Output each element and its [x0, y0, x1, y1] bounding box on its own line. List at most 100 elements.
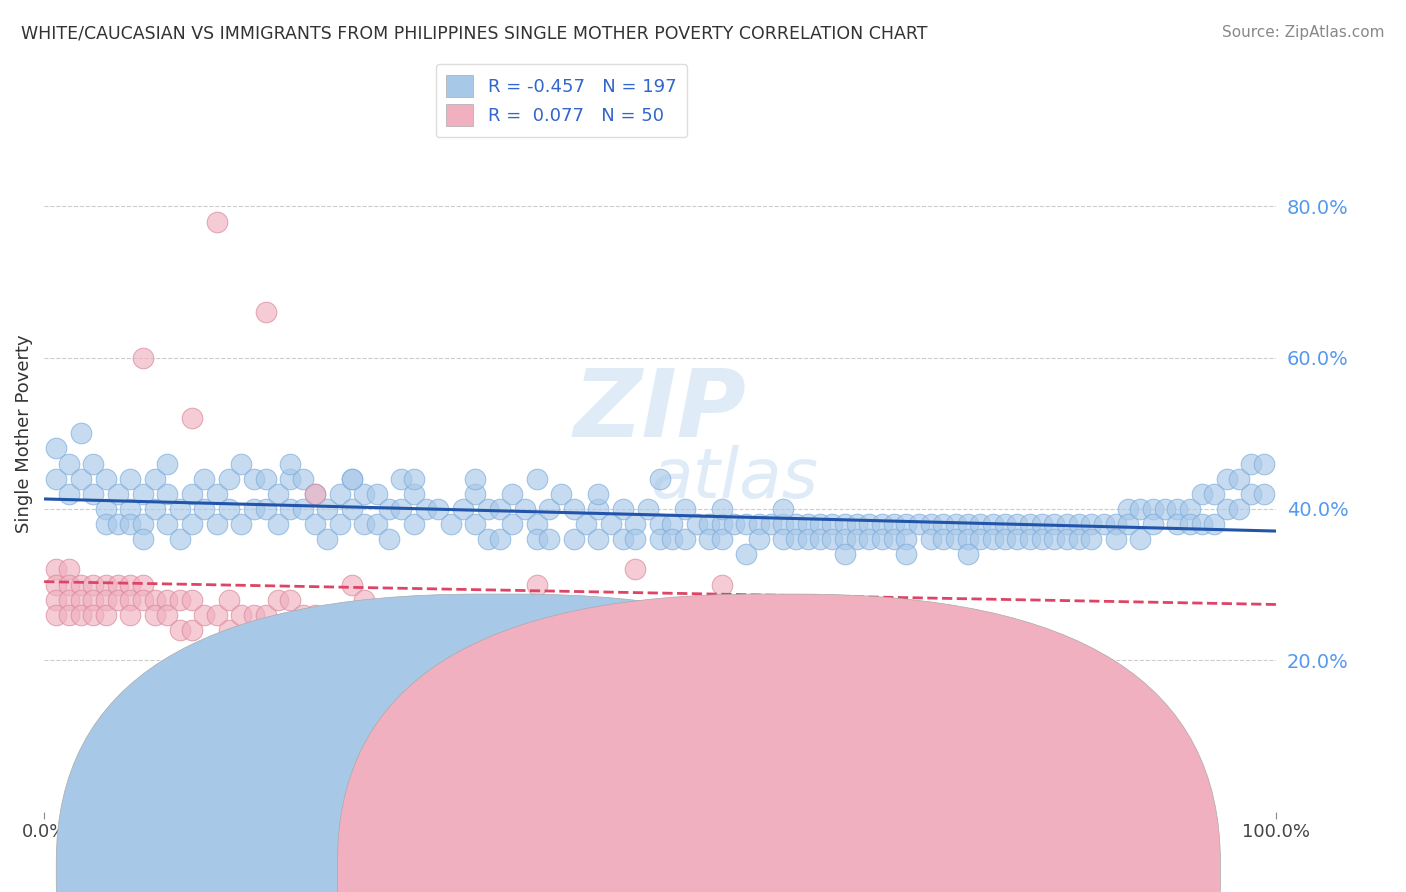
Point — [1227, 472, 1250, 486]
Text: Whites/Caucasians: Whites/Caucasians — [524, 863, 682, 880]
Point — [267, 592, 290, 607]
Point — [120, 577, 142, 591]
Point — [1215, 472, 1237, 486]
Point — [280, 472, 302, 486]
Point — [969, 533, 991, 547]
Point — [932, 533, 955, 547]
Point — [1191, 487, 1213, 501]
Point — [378, 623, 401, 637]
Point — [797, 533, 820, 547]
Point — [94, 607, 117, 622]
Text: Immigrants from Philippines: Immigrants from Philippines — [806, 863, 1040, 880]
Point — [280, 502, 302, 516]
Point — [107, 592, 129, 607]
Point — [254, 607, 277, 622]
Point — [785, 533, 807, 547]
Point — [1056, 533, 1078, 547]
Point — [846, 533, 869, 547]
Point — [883, 517, 905, 532]
Point — [673, 502, 696, 516]
Point — [439, 517, 461, 532]
Point — [156, 487, 179, 501]
Point — [956, 547, 979, 561]
Point — [389, 502, 412, 516]
Point — [316, 533, 339, 547]
Point — [1116, 502, 1139, 516]
Point — [340, 472, 363, 486]
Point — [821, 517, 844, 532]
Point — [526, 533, 548, 547]
Point — [1018, 517, 1040, 532]
Point — [1116, 517, 1139, 532]
Point — [1105, 517, 1128, 532]
Point — [477, 533, 499, 547]
Point — [70, 577, 93, 591]
Point — [107, 577, 129, 591]
Point — [218, 592, 240, 607]
Point — [242, 502, 264, 516]
Point — [1240, 487, 1263, 501]
Point — [181, 411, 204, 425]
Point — [58, 592, 80, 607]
Point — [489, 533, 512, 547]
Point — [366, 517, 388, 532]
Point — [107, 487, 129, 501]
Point — [304, 607, 326, 622]
Point — [834, 533, 856, 547]
Point — [94, 502, 117, 516]
Point — [169, 623, 191, 637]
Text: Source: ZipAtlas.com: Source: ZipAtlas.com — [1222, 25, 1385, 40]
Point — [231, 457, 253, 471]
Point — [772, 502, 794, 516]
Point — [340, 472, 363, 486]
Point — [464, 638, 486, 652]
Point — [588, 502, 610, 516]
Point — [834, 547, 856, 561]
Point — [759, 517, 782, 532]
Point — [821, 533, 844, 547]
Point — [562, 533, 585, 547]
Point — [723, 517, 745, 532]
Point — [808, 517, 831, 532]
Point — [304, 517, 326, 532]
Point — [131, 517, 153, 532]
Point — [231, 517, 253, 532]
Point — [218, 623, 240, 637]
Point — [120, 517, 142, 532]
Point — [710, 502, 733, 516]
Point — [267, 487, 290, 501]
Point — [896, 533, 918, 547]
Point — [415, 502, 437, 516]
Point — [169, 502, 191, 516]
Point — [1043, 517, 1066, 532]
Point — [588, 487, 610, 501]
Point — [599, 517, 621, 532]
Point — [1067, 517, 1090, 532]
Point — [205, 517, 228, 532]
Point — [205, 487, 228, 501]
Point — [1227, 502, 1250, 516]
Point — [193, 502, 215, 516]
Point — [58, 487, 80, 501]
Point — [291, 607, 314, 622]
Point — [254, 502, 277, 516]
Point — [340, 502, 363, 516]
Point — [870, 533, 893, 547]
Point — [291, 472, 314, 486]
Point — [193, 607, 215, 622]
Point — [1031, 517, 1053, 532]
Point — [1154, 502, 1177, 516]
Point — [673, 533, 696, 547]
Point — [366, 607, 388, 622]
Point — [538, 533, 561, 547]
Point — [1166, 517, 1188, 532]
Point — [280, 592, 302, 607]
Point — [710, 517, 733, 532]
Point — [353, 487, 375, 501]
Point — [697, 533, 720, 547]
Point — [291, 502, 314, 516]
Point — [45, 607, 67, 622]
Point — [501, 517, 523, 532]
Y-axis label: Single Mother Poverty: Single Mother Poverty — [15, 334, 32, 533]
Point — [785, 517, 807, 532]
